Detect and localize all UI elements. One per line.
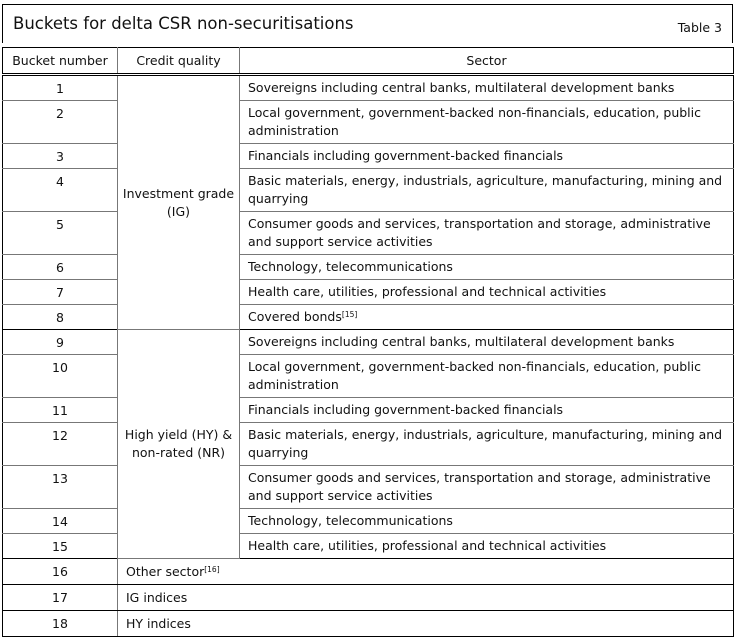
credit-quality-ig: Investment grade (IG) bbox=[117, 74, 240, 330]
table-row: 3 Financials including government-backed… bbox=[2, 143, 734, 169]
sector-cell: Sovereigns including central banks, mult… bbox=[239, 329, 734, 355]
table-row: 7 Health care, utilities, professional a… bbox=[2, 279, 734, 305]
table-row: 18 HY indices bbox=[2, 610, 734, 637]
bucket-number: 13 bbox=[2, 465, 118, 509]
bucket-number: 14 bbox=[2, 508, 118, 534]
table-frame: Buckets for delta CSR non-securitisation… bbox=[2, 4, 734, 637]
bucket-number: 11 bbox=[2, 397, 118, 423]
table-row: 14 Technology, telecommunications bbox=[2, 508, 734, 534]
sector-cell: Basic materials, energy, industrials, ag… bbox=[239, 168, 734, 212]
bucket-number: 2 bbox=[2, 100, 118, 144]
sector-cell: Other sector[16] bbox=[117, 558, 734, 585]
table-row: 5 Consumer goods and services, transport… bbox=[2, 211, 734, 255]
bucket-number: 15 bbox=[2, 533, 118, 559]
bucket-number: 18 bbox=[2, 610, 118, 637]
table-row: 17 IG indices bbox=[2, 584, 734, 611]
table-row: 13 Consumer goods and services, transpor… bbox=[2, 465, 734, 509]
sector-cell: Technology, telecommunications bbox=[239, 508, 734, 534]
bucket-number: 4 bbox=[2, 168, 118, 212]
sector-cell: Basic materials, energy, industrials, ag… bbox=[239, 422, 734, 466]
credit-quality-hy: High yield (HY) & non-rated (NR) bbox=[117, 329, 240, 559]
sector-cell: Local government, government-backed non-… bbox=[239, 100, 734, 144]
bucket-number: 6 bbox=[2, 254, 118, 280]
table-row: 10 Local government, government-backed n… bbox=[2, 354, 734, 398]
table-row: 9 High yield (HY) & non-rated (NR) Sover… bbox=[2, 329, 734, 559]
table-row: 6 Technology, telecommunications bbox=[2, 254, 734, 280]
bucket-number: 12 bbox=[2, 422, 118, 466]
sector-cell: Health care, utilities, professional and… bbox=[239, 279, 734, 305]
sector-cell: Consumer goods and services, transportat… bbox=[239, 465, 734, 509]
table-row: 12 Basic materials, energy, industrials,… bbox=[2, 422, 734, 466]
bucket-number: 3 bbox=[2, 143, 118, 169]
bucket-number: 17 bbox=[2, 584, 118, 611]
table-row: 16 Other sector[16] bbox=[2, 558, 734, 585]
table-row: 1 Investment grade (IG) Sovereigns inclu… bbox=[2, 74, 734, 330]
sector-cell: Financials including government-backed f… bbox=[239, 397, 734, 423]
bucket-number: 10 bbox=[2, 354, 118, 398]
sector-cell: Local government, government-backed non-… bbox=[239, 354, 734, 398]
sector-cell: Health care, utilities, professional and… bbox=[239, 533, 734, 559]
table-row: 8 Covered bonds[15] bbox=[2, 304, 734, 330]
bucket-number: 8 bbox=[2, 304, 118, 330]
bucket-number: 16 bbox=[2, 558, 118, 585]
table-row: 15 Health care, utilities, professional … bbox=[2, 533, 734, 559]
sector-cell: Sovereigns including central banks, mult… bbox=[239, 74, 734, 101]
bucket-number: 5 bbox=[2, 211, 118, 255]
column-header-credit-quality: Credit quality bbox=[117, 47, 240, 76]
sector-cell: Consumer goods and services, transportat… bbox=[239, 211, 734, 255]
sector-cell: Covered bonds[15] bbox=[239, 304, 734, 330]
bucket-number: 9 bbox=[2, 329, 118, 355]
table-row: 11 Financials including government-backe… bbox=[2, 397, 734, 423]
footnote-ref[interactable]: [16] bbox=[204, 565, 220, 574]
column-header-sector: Sector bbox=[239, 47, 734, 76]
footnote-ref[interactable]: [15] bbox=[341, 310, 358, 319]
title-bar: Buckets for delta CSR non-securitisation… bbox=[2, 4, 733, 43]
sector-cell: HY indices bbox=[117, 610, 734, 637]
sector-cell: Technology, telecommunications bbox=[239, 254, 734, 280]
header-row: Bucket number Credit quality Sector bbox=[2, 47, 734, 76]
buckets-table: Bucket number Credit quality Sector 1 In… bbox=[2, 47, 734, 637]
sector-text: Covered bonds bbox=[248, 309, 342, 324]
table-title: Buckets for delta CSR non-securitisation… bbox=[13, 14, 354, 33]
bucket-number: 1 bbox=[2, 74, 118, 101]
table-row: 2 Local government, government-backed no… bbox=[2, 100, 734, 144]
sector-cell: Financials including government-backed f… bbox=[239, 143, 734, 169]
column-header-bucket-number: Bucket number bbox=[2, 47, 118, 76]
table-number-label: Table 3 bbox=[677, 20, 722, 35]
table-row: 4 Basic materials, energy, industrials, … bbox=[2, 168, 734, 212]
sector-cell: IG indices bbox=[117, 584, 734, 611]
sector-text: Other sector bbox=[126, 564, 205, 579]
bucket-number: 7 bbox=[2, 279, 118, 305]
